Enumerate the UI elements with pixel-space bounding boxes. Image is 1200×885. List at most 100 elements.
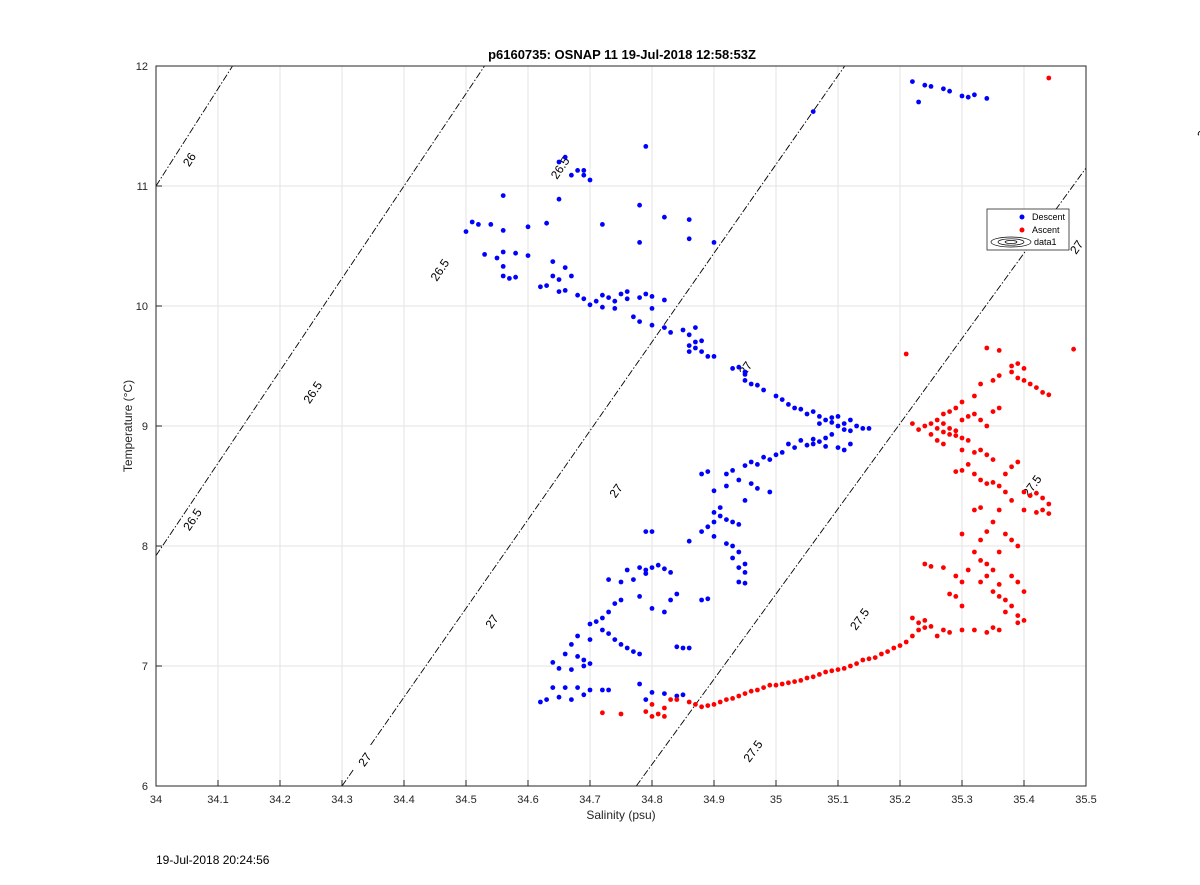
ascent-point — [649, 714, 655, 719]
descent-point — [860, 426, 866, 431]
ascent-point — [916, 627, 921, 633]
descent-point — [686, 645, 692, 651]
contour-label-mask — [297, 375, 328, 409]
contour-label-mask — [476, 604, 507, 638]
ascent-point — [984, 573, 990, 579]
descent-point — [575, 168, 580, 173]
ascent-point — [934, 633, 940, 639]
density-contour-27-5 — [635, 167, 1087, 787]
descent-point — [469, 219, 475, 225]
descent-point — [724, 517, 729, 522]
ascent-point — [959, 627, 965, 633]
descent-point — [854, 423, 859, 429]
descent-point — [736, 477, 742, 483]
ascent-point — [1021, 507, 1027, 513]
ascent-point — [860, 657, 866, 663]
x-tick-label: 35 — [770, 794, 782, 806]
ascent-point — [934, 417, 940, 423]
ascent-point — [996, 507, 1002, 513]
ascent-point — [996, 582, 1002, 587]
descent-point — [767, 457, 773, 462]
ascent-point — [947, 426, 952, 431]
ascent-point — [984, 345, 990, 351]
descent-point — [668, 330, 673, 335]
x-tick-label: 35.4 — [1013, 794, 1034, 806]
ascent-point — [978, 381, 983, 387]
descent-point — [804, 442, 810, 448]
descent-point — [761, 387, 766, 393]
descent-point — [649, 565, 655, 570]
descent-point — [724, 541, 729, 546]
contour-label-mask — [844, 602, 875, 636]
descent-point — [674, 591, 680, 597]
ascent-point — [872, 655, 878, 660]
descent-point — [587, 302, 593, 308]
descent-point — [581, 663, 587, 669]
x-axis-label: Salinity (psu) — [586, 808, 655, 822]
descent-point — [748, 459, 754, 465]
ascent-point — [686, 699, 692, 705]
ascent-point — [972, 627, 977, 633]
descent-point — [736, 522, 742, 527]
descent-point — [618, 579, 624, 585]
ascent-point — [792, 679, 797, 684]
ascent-point — [990, 378, 996, 383]
descent-point — [587, 637, 593, 642]
descent-point — [804, 411, 810, 417]
ascent-point — [1003, 597, 1008, 603]
ascent-point — [984, 529, 990, 534]
descent-point — [798, 438, 804, 443]
ascent-point — [990, 567, 996, 573]
descent-point — [600, 292, 605, 298]
descent-point — [755, 462, 760, 467]
descent-point — [736, 549, 742, 555]
ascent-point — [879, 651, 884, 657]
descent-point — [810, 436, 816, 442]
legend-ascent-label: Ascent — [1032, 225, 1060, 235]
ascent-point — [972, 450, 977, 455]
ascent-point — [1040, 507, 1045, 513]
descent-point — [761, 454, 766, 460]
descent-point — [823, 417, 828, 423]
descent-point — [736, 579, 742, 585]
ascent-point — [910, 421, 915, 426]
y-tick-label: 7 — [142, 661, 148, 673]
descent-point — [792, 405, 797, 411]
descent-point — [624, 296, 630, 302]
ascent-point — [928, 421, 934, 426]
descent-point — [817, 414, 822, 419]
descent-point — [525, 224, 531, 230]
descent-point — [643, 291, 649, 297]
ascent-point — [705, 703, 711, 708]
ascent-point — [916, 427, 921, 432]
ascent-point — [1009, 363, 1014, 369]
descent-point — [606, 295, 611, 300]
ascent-point — [934, 438, 940, 443]
legend[interactable]: Descent Ascent data1 — [986, 208, 1070, 251]
descent-point — [569, 697, 574, 702]
ascent-point — [978, 579, 983, 585]
descent-point — [705, 469, 711, 474]
ascent-point — [903, 351, 909, 357]
x-tick-label: 34.5 — [455, 794, 476, 806]
density-contour-27 — [341, 65, 846, 787]
descent-point — [463, 229, 469, 235]
descent-point — [680, 692, 686, 698]
descent-point — [550, 685, 556, 690]
descent-point — [668, 570, 673, 575]
descent-point — [972, 92, 977, 98]
descent-point — [810, 441, 816, 447]
ascent-point — [1009, 537, 1014, 543]
descent-point — [742, 378, 748, 383]
descent-point — [693, 345, 698, 351]
y-tick-label: 10 — [136, 301, 148, 313]
descent-point — [550, 259, 556, 264]
ascent-point — [978, 447, 983, 453]
ascent-point — [990, 457, 996, 462]
ascent-point — [990, 480, 996, 485]
descent-point — [711, 510, 717, 515]
descent-point — [513, 274, 518, 280]
x-tick-label: 34.8 — [641, 794, 662, 806]
ascent-point — [897, 643, 903, 648]
descent-point — [674, 693, 680, 699]
